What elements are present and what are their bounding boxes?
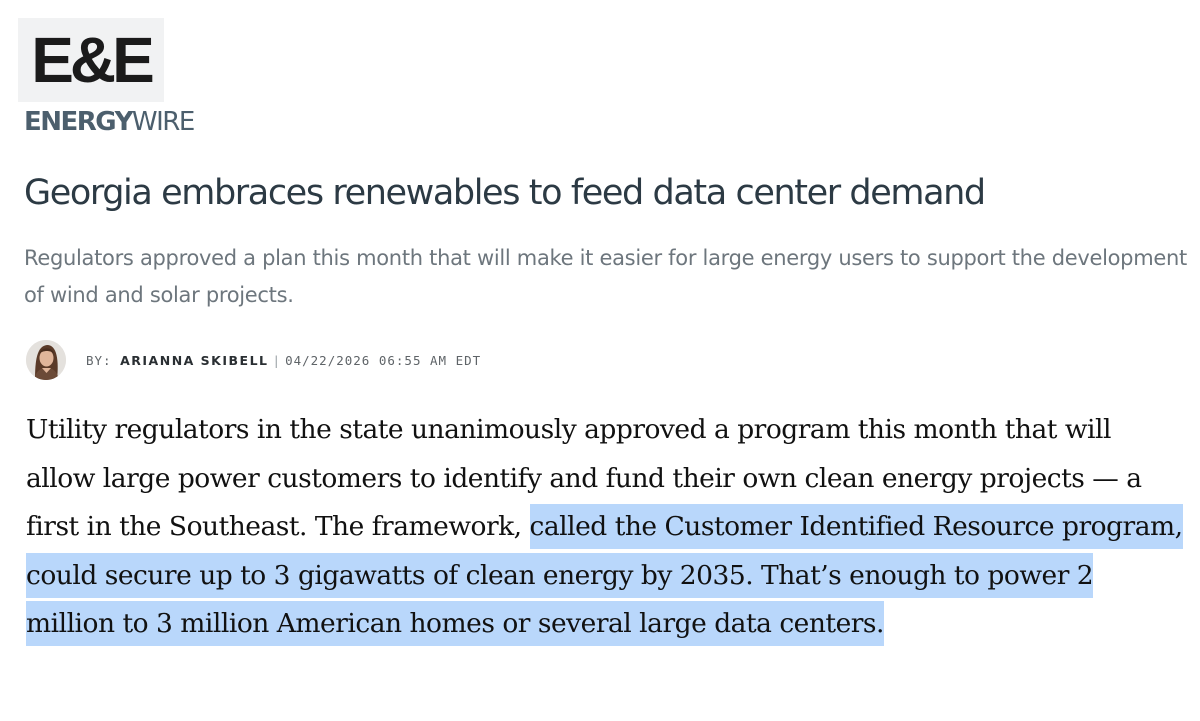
- brand-strong: ENERGY: [24, 107, 133, 137]
- publish-timestamp: 04/22/2026 06:55 AM EDT: [285, 352, 482, 368]
- article-body-paragraph: Utility regulators in the state unanimou…: [26, 406, 1186, 649]
- publication-logo[interactable]: E&E: [18, 18, 164, 102]
- logo-mark: E&E: [31, 24, 155, 96]
- by-label: BY:: [86, 352, 112, 368]
- article-headline: Georgia embraces renewables to feed data…: [24, 173, 986, 213]
- byline: BY: ARIANNA SKIBELL | 04/22/2026 06:55 AM …: [26, 340, 481, 380]
- byline-separator: |: [272, 352, 282, 368]
- author-photo-icon: [26, 340, 66, 380]
- body-text-unselected: Utility regulators in the state unanimou…: [26, 414, 1142, 542]
- author-name[interactable]: ARIANNA SKIBELL: [120, 352, 269, 368]
- article-subhead: Regulators approved a plan this month th…: [24, 246, 1187, 307]
- byline-text: BY: ARIANNA SKIBELL | 04/22/2026 06:55 AM …: [86, 353, 481, 368]
- brand-light: WIRE: [131, 107, 195, 137]
- publication-name[interactable]: ENERGYWIRE: [24, 106, 195, 138]
- author-avatar[interactable]: [26, 340, 66, 380]
